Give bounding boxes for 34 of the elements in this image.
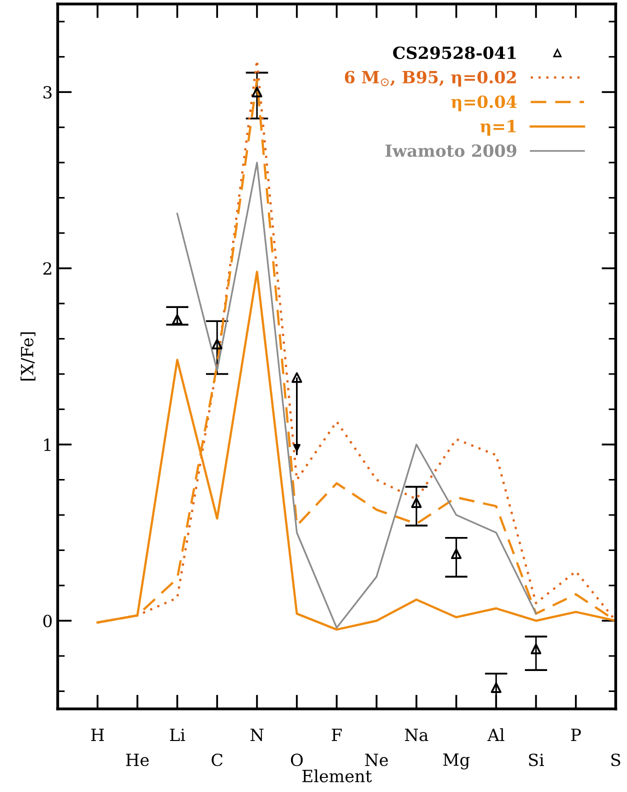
- y-tick-label: 2: [43, 262, 52, 275]
- y-tick-label: 0: [43, 614, 52, 628]
- x-tick-label: Na: [404, 728, 428, 742]
- y-tick-label: 1: [44, 438, 50, 451]
- legend-label: Iwamoto 2009: [385, 144, 516, 157]
- x-tick-label: Li: [170, 728, 186, 741]
- x-tick-label: C: [212, 754, 222, 766]
- point: [530, 644, 542, 654]
- point: [292, 372, 302, 383]
- point: [172, 314, 183, 325]
- legend-label: 6 M$_{⊙}$, B95, η=0.02: [344, 70, 516, 87]
- x-tick-label: Al: [487, 728, 504, 741]
- point: [450, 548, 462, 560]
- x-tick-label: F: [332, 728, 342, 741]
- x-tick-label: Si: [529, 754, 544, 766]
- y-axis-title: [X/Fe]: [20, 332, 36, 380]
- x-tick-label: O: [290, 754, 303, 766]
- line-series: [176, 162, 537, 629]
- legend-label: CS29528-041: [393, 46, 516, 60]
- x-tick-label: He: [126, 754, 149, 766]
- legend-label: η=0.04: [451, 95, 517, 112]
- y-tick-label: 3: [43, 86, 52, 99]
- x-axis-title: Element: [302, 769, 372, 782]
- x-tick-label: H: [91, 728, 104, 741]
- x-tick-label: S: [611, 754, 620, 766]
- x-tick-label: P: [571, 728, 581, 741]
- x-tick-label: N: [250, 728, 264, 742]
- point: [490, 682, 502, 693]
- point: [212, 338, 222, 350]
- x-tick-label: Ne: [365, 754, 388, 766]
- x-tick-label: Mg: [443, 754, 470, 770]
- point: [411, 497, 422, 508]
- legend-label: η=1: [480, 120, 516, 136]
- point: [252, 86, 262, 98]
